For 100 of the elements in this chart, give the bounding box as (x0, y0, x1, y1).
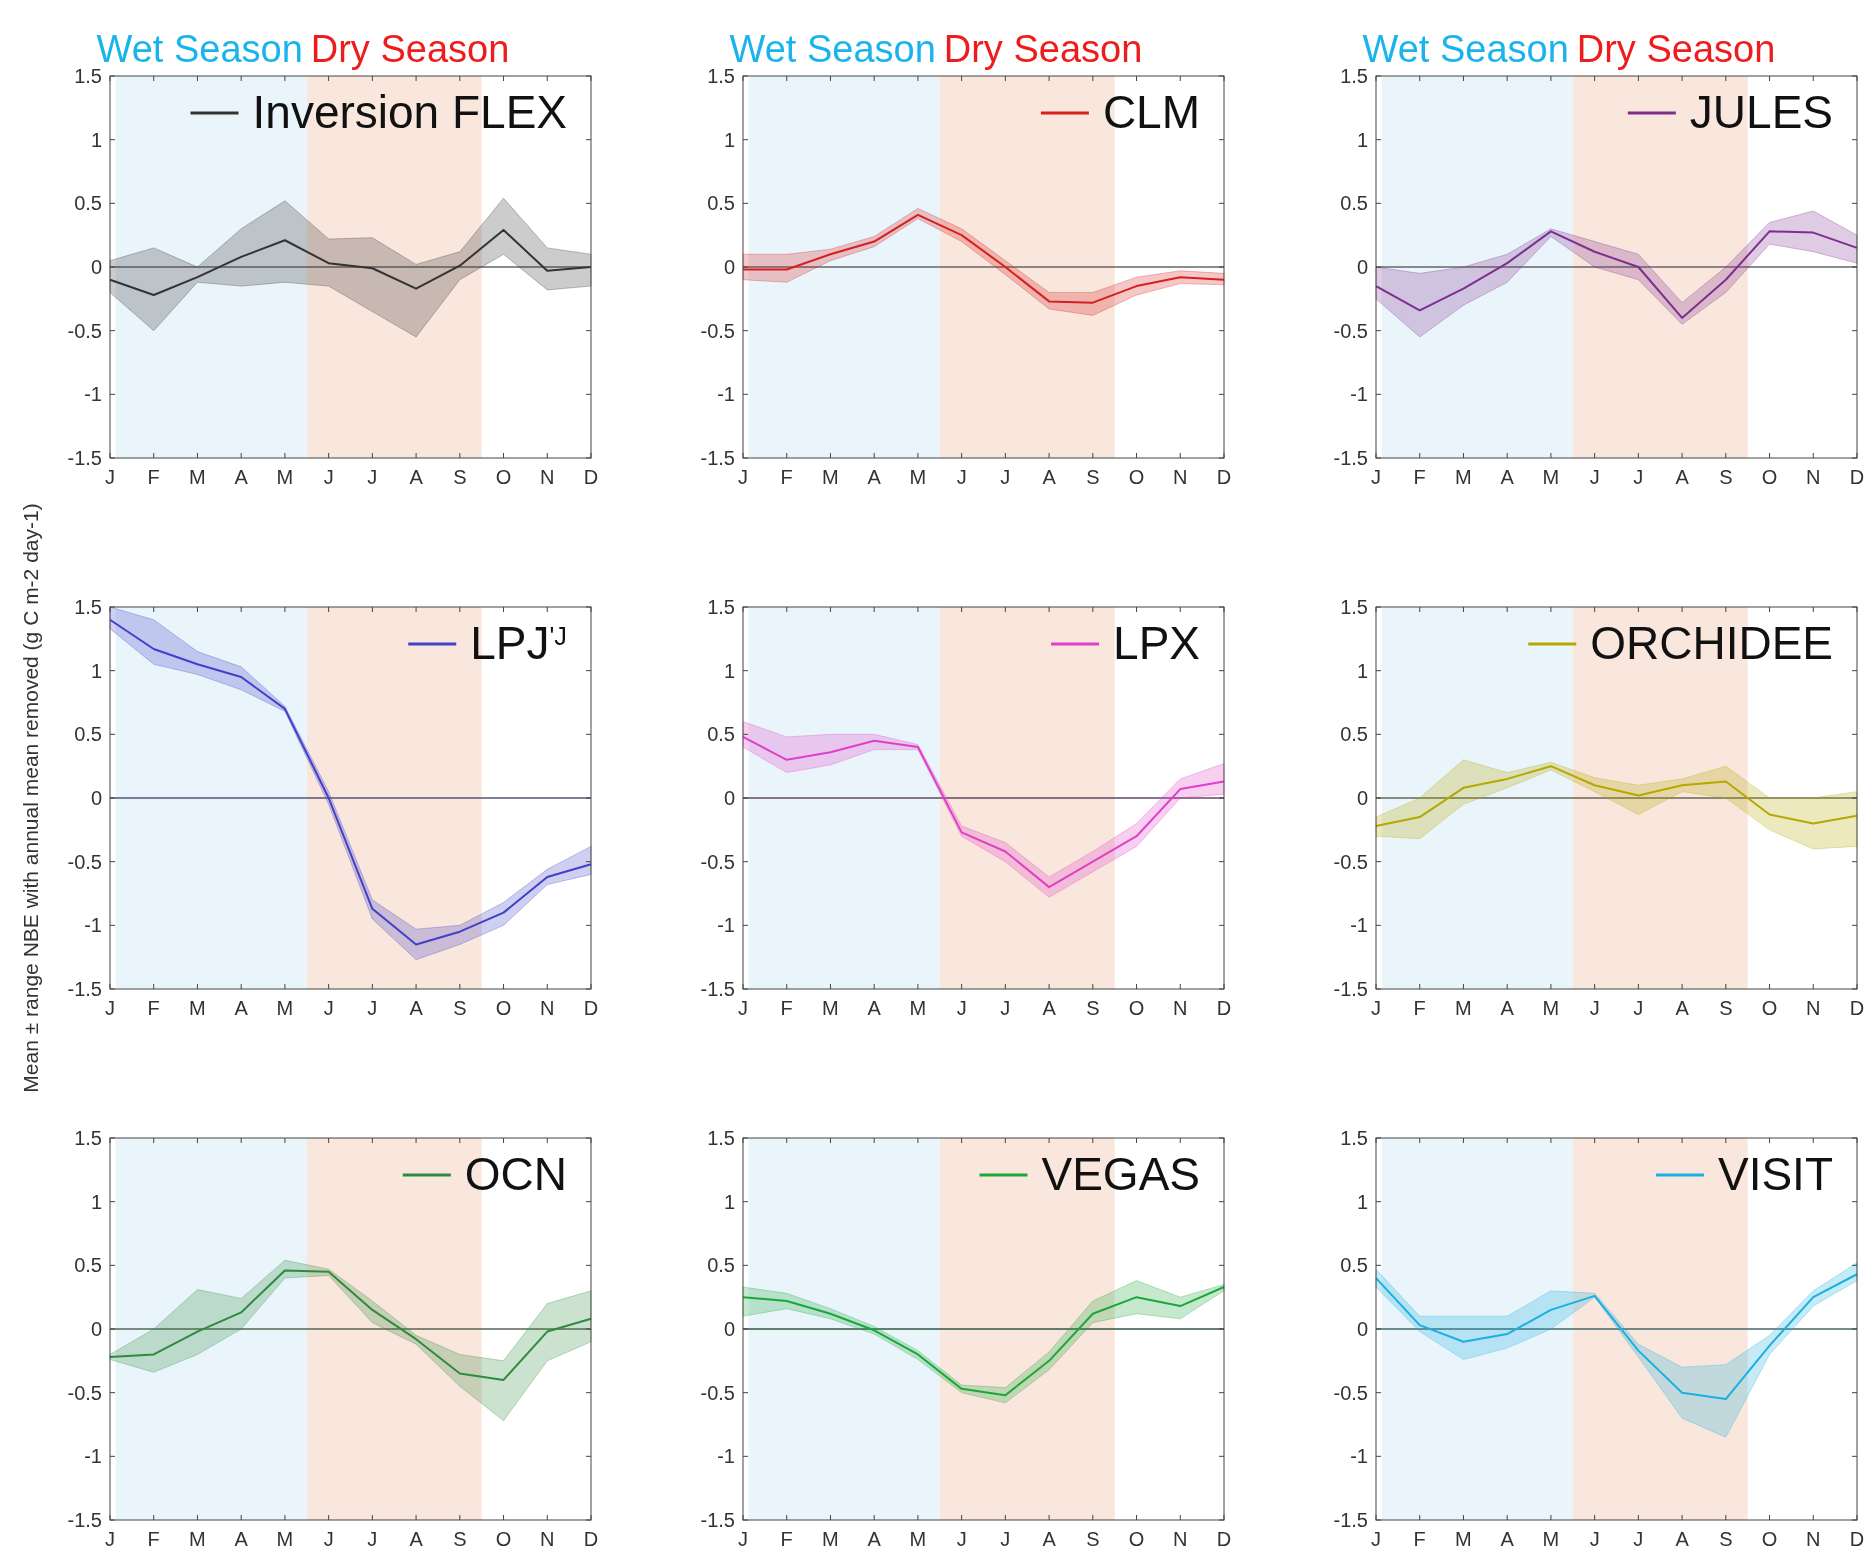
y-tick-label: -1.5 (67, 978, 102, 1000)
y-tick-label: -1 (717, 383, 735, 406)
x-tick-label: N (1806, 1528, 1821, 1550)
x-tick-label: N (540, 997, 555, 1019)
y-tick-label: 0.5 (74, 192, 102, 215)
x-tick-label: J (956, 466, 967, 488)
x-tick-label: D (583, 997, 599, 1019)
x-tick-label: D (583, 1528, 599, 1550)
x-tick-label: D (1216, 1528, 1232, 1550)
x-tick-label: A (1500, 997, 1515, 1019)
x-tick-label: F (147, 997, 160, 1019)
text: Dry Season (310, 28, 510, 70)
x-tick-label: D (1849, 1528, 1865, 1550)
y-tick-label: -0.5 (67, 1381, 102, 1404)
y-tick-label: -1.5 (67, 1509, 102, 1531)
legend-label: LPX (1113, 617, 1200, 669)
x-tick-label: F (1413, 466, 1426, 488)
y-tick-label: -1 (1350, 383, 1368, 406)
x-tick-label: J (1589, 466, 1600, 488)
y-tick-label: -1.5 (67, 447, 102, 469)
x-tick-label: A (234, 1528, 249, 1550)
y-tick-label: -1.5 (700, 447, 735, 469)
y-tick-label: 0 (723, 787, 735, 809)
y-tick-label: 0.5 (1340, 192, 1368, 215)
y-tick-label: 0.5 (707, 192, 735, 215)
x-tick-label: J (1589, 1528, 1600, 1550)
x-tick-label: J (105, 997, 115, 1019)
y-tick-label: -1 (84, 1445, 102, 1468)
x-tick-label: J (956, 997, 967, 1019)
x-tick-label: J (1371, 997, 1381, 1019)
y-tick-label: 0 (1356, 256, 1368, 278)
y-tick-label: -1.5 (700, 978, 735, 1000)
x-tick-label: A (409, 997, 424, 1019)
x-tick-label: M (276, 466, 294, 488)
x-tick-label: A (409, 1528, 424, 1550)
x-tick-label: D (1849, 466, 1865, 488)
x-tick-label: F (1413, 1528, 1426, 1550)
x-tick-label: N (1173, 1528, 1188, 1550)
x-tick-label: M (1455, 1528, 1472, 1550)
y-tick-label: -1 (1350, 914, 1368, 937)
y-tick-label: 0.5 (1340, 1254, 1368, 1277)
x-tick-label: M (1455, 466, 1472, 488)
x-tick-label: M (1542, 1528, 1560, 1550)
x-tick-label: M (1542, 997, 1560, 1019)
x-tick-label: D (1216, 466, 1232, 488)
y-tick-label: 0.5 (707, 1254, 735, 1277)
y-tick-label: 0 (723, 1318, 735, 1340)
x-tick-label: A (1675, 997, 1690, 1019)
x-tick-label: J (105, 1528, 115, 1550)
y-tick-label: 1.5 (74, 1127, 102, 1149)
legend-label: CLM (1102, 86, 1200, 138)
x-tick-label: J (367, 997, 378, 1019)
x-tick-label: J (1633, 466, 1644, 488)
x-tick-label: M (909, 1528, 927, 1550)
y-tick-label: 1.5 (74, 596, 102, 618)
y-tick-label: 1 (723, 1190, 735, 1213)
y-tick-label: 1 (1356, 659, 1368, 682)
x-tick-label: A (1042, 1528, 1057, 1550)
x-tick-label: S (1719, 997, 1733, 1019)
x-tick-label: M (822, 466, 839, 488)
line-series (742, 213, 1225, 304)
x-tick-label: A (1042, 466, 1057, 488)
x-tick-label: J (367, 466, 378, 488)
y-tick-label: -1 (1350, 1445, 1368, 1468)
y-tick-label: 0.5 (1340, 723, 1368, 746)
x-tick-label: J (1000, 997, 1011, 1019)
y-tick-label: -0.5 (1333, 850, 1368, 873)
x-tick-label: F (780, 1528, 793, 1550)
x-tick-label: N (540, 1528, 555, 1550)
x-tick-label: S (1719, 466, 1733, 488)
x-tick-label: M (189, 466, 206, 488)
x-tick-label: D (1216, 997, 1232, 1019)
legend-label: Inversion FLEX (252, 86, 567, 138)
x-tick-label: J (1633, 997, 1644, 1019)
y-tick-label: 1 (90, 128, 102, 151)
y-tick-label: 0 (723, 256, 735, 278)
x-tick-label: J (1589, 997, 1600, 1019)
x-tick-label: O (1128, 466, 1145, 488)
line-series (1375, 765, 1858, 828)
y-tick-label: 0.5 (74, 723, 102, 746)
x-tick-label: O (1761, 997, 1778, 1019)
x-tick-label: A (867, 466, 882, 488)
x-tick-label: O (495, 997, 512, 1019)
x-tick-label: O (1128, 1528, 1145, 1550)
y-tick-label: -1 (84, 914, 102, 937)
y-tick-label: 1 (90, 659, 102, 682)
y-tick-label: 0 (90, 256, 102, 278)
y-tick-label: 0.5 (74, 1254, 102, 1277)
y-tick-label: -0.5 (700, 1381, 735, 1404)
x-tick-label: F (780, 997, 793, 1019)
y-tick-label: -0.5 (1333, 319, 1368, 342)
x-tick-label: A (234, 997, 249, 1019)
x-tick-label: S (453, 997, 467, 1019)
y-tick-label: 1 (723, 659, 735, 682)
y-tick-label: 0 (90, 787, 102, 809)
x-tick-label: M (276, 997, 294, 1019)
x-tick-label: J (956, 1528, 967, 1550)
legend-label: ORCHIDEE (1590, 617, 1833, 669)
x-tick-label: A (867, 997, 882, 1019)
x-tick-label: A (1500, 1528, 1515, 1550)
